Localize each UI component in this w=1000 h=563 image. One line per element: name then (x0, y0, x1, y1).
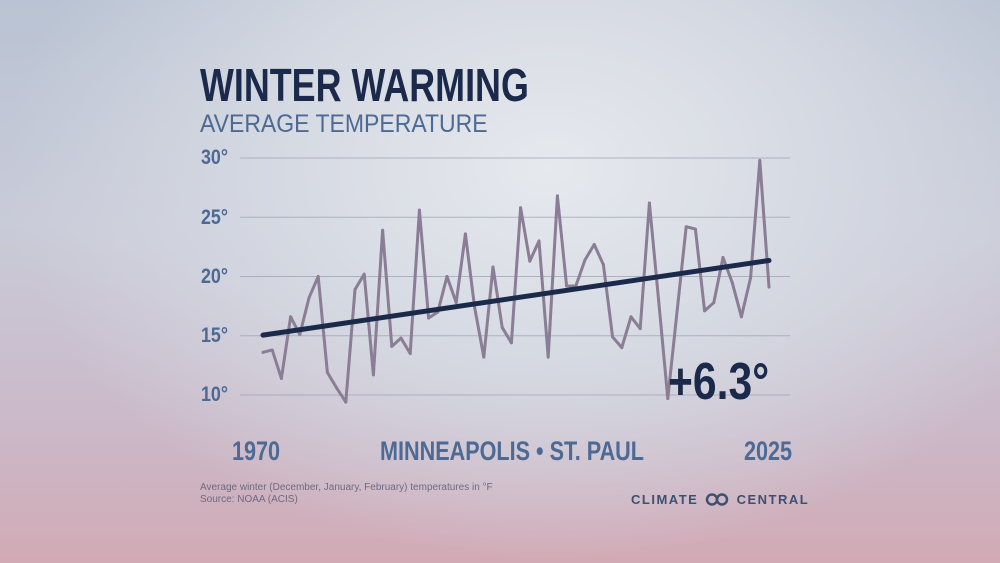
data-point (647, 201, 651, 205)
data-point (611, 335, 615, 339)
data-point (712, 301, 716, 305)
data-point (408, 352, 412, 356)
data-point (445, 275, 449, 278)
data-point (316, 275, 320, 278)
x-tick-label: 2025 (744, 436, 793, 466)
logo-text-right: CENTRAL (736, 492, 810, 507)
data-point (528, 259, 532, 263)
x-tick-label: 1970 (232, 436, 281, 466)
data-point (657, 298, 661, 302)
data-point (703, 309, 707, 313)
footnote: Average winter (December, January, Febru… (200, 482, 493, 493)
data-point (693, 227, 697, 231)
data-point (638, 327, 642, 331)
data-point (261, 350, 265, 354)
data-point (546, 355, 550, 359)
temperature-series-line (262, 158, 771, 404)
data-point (583, 258, 587, 262)
data-point (454, 301, 458, 305)
data-point (509, 341, 513, 345)
climate-central-logo: CLIMATE CENTRAL (631, 492, 809, 509)
data-point (555, 194, 559, 198)
chart-title: WINTER WARMING (200, 59, 529, 111)
y-tick-label: 10° (201, 383, 229, 406)
data-point (601, 263, 605, 267)
change-annotation: +6.3° (668, 353, 770, 411)
data-point (344, 400, 348, 404)
logo-text-left: CLIMATE (631, 492, 699, 507)
data-point (592, 243, 596, 247)
data-point (381, 228, 385, 232)
logo-rings-icon (705, 493, 729, 509)
data-point (721, 256, 725, 260)
data-point (565, 284, 569, 288)
data-point (427, 316, 431, 320)
source-note: Source: NOAA (ACIS) (200, 494, 298, 505)
y-tick-label: 15° (201, 324, 229, 347)
data-point (749, 276, 753, 280)
data-point (730, 280, 734, 284)
data-point (739, 315, 743, 319)
data-point (270, 348, 274, 352)
location-label: MINNEAPOLIS • ST. PAUL (380, 436, 644, 466)
y-tick-label: 20° (201, 265, 229, 288)
data-point (675, 310, 679, 314)
data-point (399, 336, 403, 340)
data-point (279, 376, 283, 380)
data-point (500, 325, 504, 329)
data-point (666, 397, 670, 401)
data-point (371, 373, 375, 377)
data-point (620, 346, 624, 350)
y-tick-label: 25° (201, 206, 229, 229)
data-point (325, 370, 329, 374)
data-point (519, 206, 523, 210)
chart-subtitle: AVERAGE TEMPERATURE (200, 110, 488, 138)
data-point (298, 333, 302, 337)
data-point (335, 386, 339, 390)
data-point (491, 265, 495, 269)
data-point (417, 208, 421, 212)
data-point (758, 158, 762, 162)
data-point (767, 285, 771, 289)
data-point (353, 288, 357, 292)
data-point (463, 232, 467, 236)
data-point (482, 355, 486, 359)
data-point (307, 296, 311, 300)
trend-line (260, 258, 772, 338)
y-tick-label: 30° (201, 146, 229, 169)
data-point (362, 272, 366, 276)
data-point (684, 225, 688, 229)
data-point (537, 239, 541, 243)
data-point (629, 315, 633, 319)
data-point (390, 344, 394, 348)
data-point (289, 315, 293, 319)
